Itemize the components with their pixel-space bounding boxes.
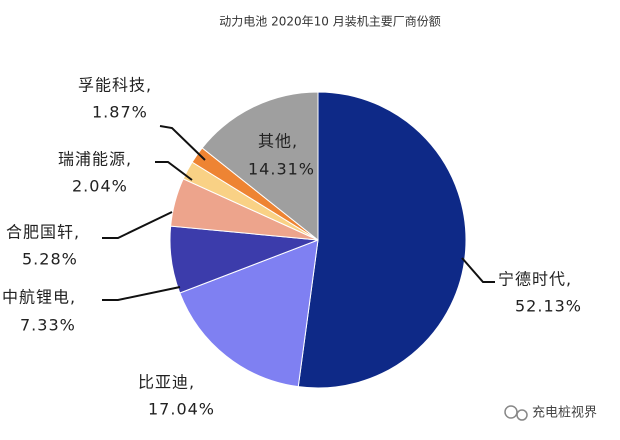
slice-label: 比亚迪, [138, 373, 195, 392]
leader-line [159, 125, 206, 161]
value-label: 2.04% [72, 177, 128, 196]
leader-line [461, 257, 495, 283]
slice-label: 孚能科技, [78, 76, 152, 95]
leader-line [102, 211, 173, 239]
leader-line [102, 286, 181, 301]
chart-title: 动力电池 2020年10 月装机主要厂商份额 [219, 14, 440, 29]
value-label: 1.87% [92, 103, 148, 122]
value-label: 17.04% [148, 400, 215, 419]
value-label: 14.31% [248, 160, 315, 179]
pie-slice [179, 239, 319, 388]
watermark: 充电桩视界 [532, 405, 597, 421]
pie-slice [201, 91, 319, 242]
slice-label: 瑞浦能源, [58, 150, 132, 169]
slice-label: 其他, [258, 132, 298, 151]
value-label: 7.33% [20, 316, 76, 335]
pie-slice [297, 91, 467, 389]
value-label: 52.13% [515, 297, 582, 316]
slice-label: 中航锂电, [2, 288, 76, 307]
slice-label: 合肥国轩, [6, 223, 80, 242]
value-label: 5.28% [22, 250, 78, 269]
slice-label: 宁德时代, [498, 270, 572, 289]
leader-line [155, 161, 193, 181]
watermark-icon [504, 405, 528, 421]
